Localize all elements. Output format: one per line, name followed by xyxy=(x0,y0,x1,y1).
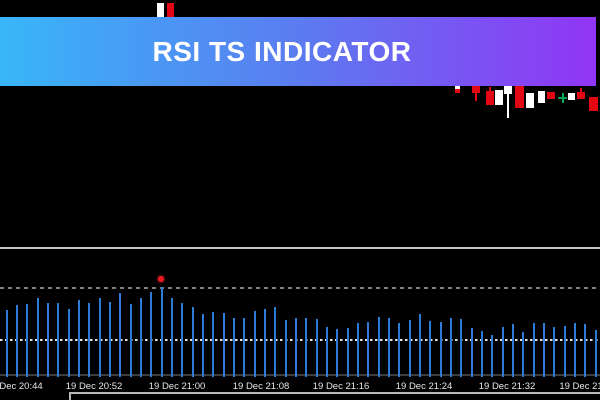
price-panel[interactable] xyxy=(0,86,600,247)
candlestick xyxy=(515,86,524,108)
signal-dot xyxy=(157,276,164,282)
histogram-bar xyxy=(563,326,566,377)
histogram-bar xyxy=(439,322,442,377)
histogram-bar xyxy=(243,318,246,377)
time-label: 19 Dec 21:16 xyxy=(312,381,370,392)
histogram-bar xyxy=(67,309,70,377)
candlestick xyxy=(455,89,460,93)
histogram-bar xyxy=(408,320,411,377)
histogram-bar xyxy=(78,300,80,377)
time-label: Dec 20:44 xyxy=(0,381,43,392)
histogram-bar xyxy=(284,320,287,377)
histogram-bar xyxy=(139,298,142,377)
candlestick xyxy=(568,93,575,100)
histogram-bar xyxy=(170,298,173,377)
histogram-bar xyxy=(460,319,463,377)
histogram-bar xyxy=(274,307,277,377)
histogram-bar xyxy=(336,329,339,377)
histogram-bar xyxy=(222,313,225,377)
histogram-bar xyxy=(47,303,50,377)
doji-cross xyxy=(561,93,564,103)
time-axis-line xyxy=(0,374,600,376)
candlestick xyxy=(167,3,174,17)
histogram-bar xyxy=(377,317,380,377)
candlestick xyxy=(589,97,598,111)
histogram-bar xyxy=(119,293,122,377)
candlestick xyxy=(577,92,585,99)
candlestick xyxy=(538,91,545,103)
histogram-bar xyxy=(429,321,432,377)
candle-wick xyxy=(507,94,509,118)
candle-wick xyxy=(580,88,582,92)
histogram-bar xyxy=(542,323,545,377)
bottom-panel-edge xyxy=(69,392,600,400)
histogram-bar xyxy=(522,332,525,377)
histogram-bar xyxy=(573,323,576,377)
time-label: 19 Dec 21:32 xyxy=(478,381,536,392)
candlestick xyxy=(504,86,512,94)
histogram-bar xyxy=(212,312,215,377)
histogram-bar xyxy=(367,322,370,377)
histogram-bar xyxy=(480,331,483,377)
candlestick xyxy=(495,90,503,105)
histogram-bar xyxy=(418,314,421,377)
histogram-bar xyxy=(491,335,494,377)
histogram-bar xyxy=(160,287,163,377)
histogram-bar xyxy=(294,318,297,377)
candlestick xyxy=(486,91,494,105)
time-label: 19 Dec 20:52 xyxy=(65,381,123,392)
candle-wick xyxy=(489,87,491,91)
histogram-bar xyxy=(5,310,8,377)
candlestick xyxy=(547,92,555,99)
histogram-bar xyxy=(88,303,91,377)
histogram-bar xyxy=(449,318,452,377)
histogram-bar xyxy=(501,327,504,377)
time-label: 19 Dec 21 xyxy=(559,381,600,392)
level-line xyxy=(0,287,600,289)
histogram-bar xyxy=(181,303,184,377)
candlestick xyxy=(526,93,534,108)
histogram-bar xyxy=(553,327,556,377)
histogram-bar xyxy=(191,307,194,377)
histogram-bar xyxy=(253,311,256,377)
time-label: 19 Dec 21:00 xyxy=(148,381,206,392)
histogram-bar xyxy=(325,327,328,377)
panel-separator[interactable] xyxy=(0,247,600,249)
time-label: 19 Dec 21:24 xyxy=(395,381,453,392)
histogram-bar xyxy=(584,324,587,377)
level-line xyxy=(0,339,600,341)
histogram-bar xyxy=(150,292,153,377)
histogram-bar xyxy=(26,304,29,377)
candle-wick xyxy=(475,93,477,101)
histogram-bar xyxy=(16,305,19,377)
histogram-bar xyxy=(398,323,401,377)
histogram-bar xyxy=(263,309,266,377)
histogram-bar xyxy=(36,298,39,377)
histogram-bar xyxy=(129,304,132,377)
candlestick xyxy=(455,86,460,89)
candlestick xyxy=(472,86,480,93)
time-label: 19 Dec 21:08 xyxy=(232,381,290,392)
histogram-bar xyxy=(470,328,473,377)
histogram-bar xyxy=(356,323,359,377)
histogram-bar xyxy=(57,303,60,377)
histogram-bar xyxy=(232,318,235,377)
candlestick xyxy=(157,3,164,17)
histogram-bar xyxy=(315,319,318,377)
banner-title: RSI TS INDICATOR xyxy=(152,35,412,67)
histogram-bar xyxy=(511,324,514,377)
histogram-bar xyxy=(201,314,204,377)
histogram-bar xyxy=(109,302,111,377)
histogram-bar xyxy=(305,318,308,377)
histogram-bar xyxy=(98,298,101,377)
promo-banner: RSI TS INDICATOR xyxy=(0,17,596,86)
histogram-bar xyxy=(594,330,597,377)
histogram-bar xyxy=(532,323,535,377)
histogram-bar xyxy=(346,328,349,377)
histogram-bar xyxy=(387,318,390,377)
